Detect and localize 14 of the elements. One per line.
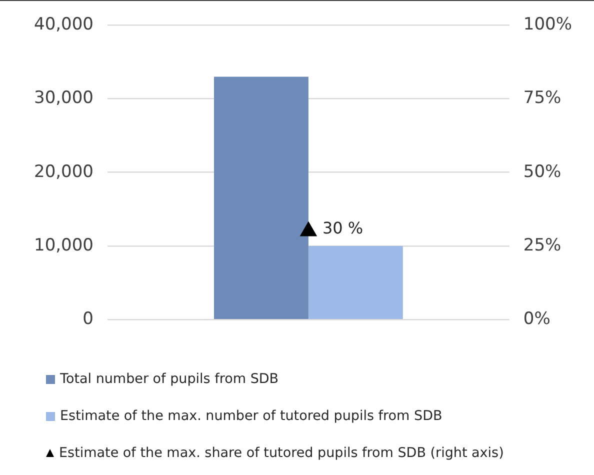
legend-label: Estimate of the max. number of tutored pupils from SDB	[60, 408, 442, 424]
y-tick-label: 30,000	[34, 88, 94, 108]
y2-tick-label: 100%	[523, 14, 572, 35]
y-tick-label: 10,000	[34, 235, 94, 256]
y2-tick-label: 0%	[523, 309, 550, 330]
y2-tick-label: 50%	[523, 162, 562, 182]
data-label: 30 %	[322, 218, 364, 238]
legend-label: Estimate of the max. share of tutored pupils from SDB (right axis)	[59, 445, 504, 461]
y2-tick-label: 75%	[523, 88, 562, 108]
y-tick-label: 40,000	[34, 14, 94, 35]
y-tick-label: 20,000	[34, 162, 94, 182]
y-tick-label: 0	[82, 309, 94, 330]
legend-label: Total number of pupils from SDB	[60, 371, 279, 387]
y2-tick-label: 25%	[523, 235, 562, 256]
